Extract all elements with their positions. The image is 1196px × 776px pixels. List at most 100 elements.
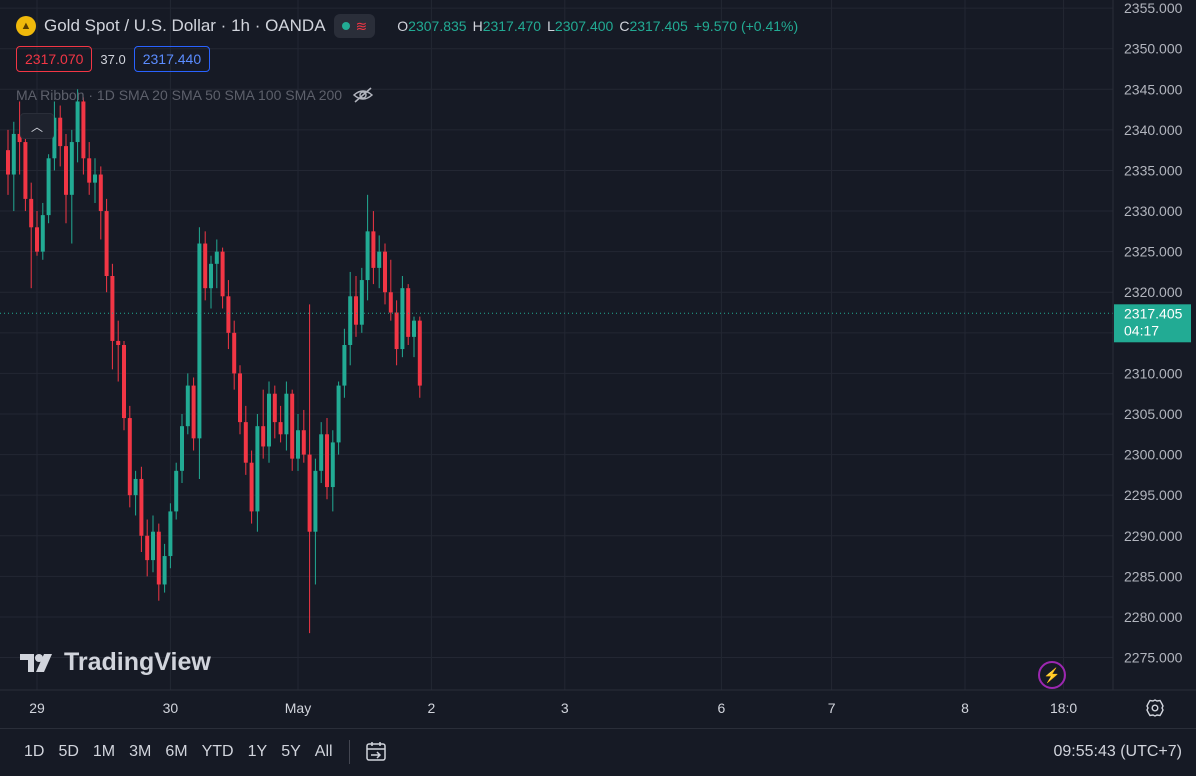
candle <box>81 97 86 175</box>
candle-body <box>406 288 411 337</box>
candle <box>116 320 121 382</box>
candle <box>342 328 347 398</box>
price-tick-label: 2325.000 <box>1124 244 1183 260</box>
range-6m[interactable]: 6M <box>165 743 188 760</box>
candle <box>104 198 109 293</box>
time-tick-label: 3 <box>561 700 569 716</box>
toolbar-divider <box>348 740 350 764</box>
ohlc-values: O2307.835 H2317.470 L2307.400 C2317.405 … <box>397 18 798 34</box>
candle-body <box>388 292 393 313</box>
range-1m[interactable]: 1M <box>92 743 116 760</box>
time-tick-label: 30 <box>163 700 179 716</box>
candle <box>278 405 283 443</box>
candle <box>313 458 318 585</box>
indicator-label[interactable]: MA Ribbon · 1D SMA 20 SMA 50 SMA 100 SMA… <box>16 87 343 103</box>
eye-hidden-icon[interactable] <box>352 86 374 104</box>
buy-price-button[interactable]: 2317.440 <box>133 46 211 72</box>
price-tick-label: 2295.000 <box>1124 487 1183 503</box>
candle-body <box>232 332 237 374</box>
candle-body <box>6 150 10 175</box>
candle <box>151 515 155 573</box>
candle-body <box>394 312 399 350</box>
candle-body <box>127 418 132 496</box>
candle-body <box>185 385 190 427</box>
candle-body <box>87 158 92 183</box>
time-tick-label: 29 <box>29 700 45 716</box>
watermark-text: TradingView <box>64 648 211 676</box>
candle-body <box>191 385 196 439</box>
range-5y[interactable]: 5Y <box>281 743 301 760</box>
candle-body <box>203 243 208 289</box>
sell-price-button[interactable]: 2317.070 <box>16 46 93 72</box>
change-value: +9.570 (+0.41%) <box>693 18 799 34</box>
candle <box>371 211 376 285</box>
candle <box>377 235 382 289</box>
time-tick-label: 7 <box>828 700 836 716</box>
candle-body <box>284 393 289 435</box>
current-price-badge: 2317.405 04:17 <box>1114 304 1191 343</box>
candle <box>46 154 51 224</box>
candle <box>354 276 358 337</box>
candle-body <box>139 478 144 536</box>
range-all[interactable]: All <box>314 743 333 760</box>
candle-body <box>255 426 260 512</box>
date-range-icon[interactable] <box>364 741 388 763</box>
range-5d[interactable]: 5D <box>58 743 79 760</box>
market-status[interactable]: ≋ <box>333 14 376 38</box>
candle <box>122 340 126 431</box>
candle <box>290 389 295 471</box>
candle-body <box>151 531 155 561</box>
time-tick-label: May <box>285 700 311 716</box>
candle <box>6 129 10 195</box>
candle-body <box>319 434 324 471</box>
candle <box>336 381 341 455</box>
candle-body <box>272 393 277 423</box>
candle-body <box>35 227 39 252</box>
candle <box>174 462 179 520</box>
range-3m[interactable]: 3M <box>129 743 152 760</box>
tradingview-logo-icon <box>20 653 52 672</box>
candle-body <box>400 288 405 350</box>
time-tick-label: 8 <box>961 700 969 716</box>
gear-icon[interactable] <box>1145 698 1165 718</box>
candle <box>23 125 28 212</box>
candle <box>394 300 399 366</box>
candle <box>214 239 219 289</box>
candle <box>296 414 300 471</box>
candle <box>156 523 161 601</box>
price-tick-label: 2275.000 <box>1124 650 1183 666</box>
time-scale[interactable]: 29 30 May 2 3 6 7 8 18:0 <box>29 700 1077 716</box>
candle-body <box>29 198 34 228</box>
candle <box>417 316 422 398</box>
time-tick-label: 6 <box>718 700 726 716</box>
range-ytd[interactable]: YTD <box>201 743 234 760</box>
symbol-title[interactable]: Gold Spot / U.S. Dollar · 1h · OANDA <box>44 16 326 35</box>
candle <box>243 405 248 475</box>
price-tick-label: 2280.000 <box>1124 609 1183 625</box>
candle <box>307 304 312 634</box>
trade-buttons: 2317.070 37.0 2317.440 <box>16 46 211 72</box>
candle <box>93 158 97 203</box>
candle-body <box>267 393 271 447</box>
candle-body <box>133 478 138 496</box>
close-value: 2317.405 <box>629 18 688 34</box>
candle <box>64 133 68 224</box>
candle-body <box>58 117 63 147</box>
range-1y[interactable]: 1Y <box>247 743 268 760</box>
candle <box>40 202 45 260</box>
collapse-legend-button[interactable]: ︿ <box>20 113 54 139</box>
candle <box>58 105 63 167</box>
candle-body <box>46 158 51 216</box>
candle <box>232 320 237 390</box>
candle <box>185 373 190 435</box>
timezone-clock[interactable]: 09:55:43 (UTC+7) <box>1053 743 1182 760</box>
candle <box>365 194 370 301</box>
range-1d[interactable]: 1D <box>24 743 45 760</box>
lightning-icon[interactable]: ⚡ <box>1038 661 1066 689</box>
candle <box>168 503 173 569</box>
current-price-label: 2317.405 <box>1124 305 1183 321</box>
time-tick-label: 18:0 <box>1050 700 1077 716</box>
candle-body <box>348 296 353 345</box>
candle-body <box>377 251 382 268</box>
